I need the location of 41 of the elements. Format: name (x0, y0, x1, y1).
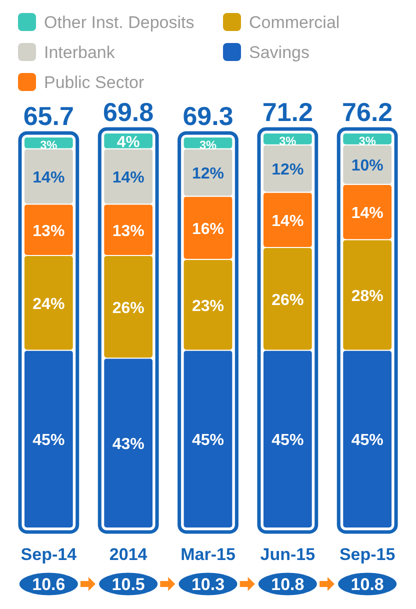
text: 65.7 (23, 100, 74, 131)
x-tick-label: Sep-15 (339, 545, 396, 564)
legend-label: Other Inst. Deposits (44, 13, 194, 32)
legend-label: Interbank (44, 43, 116, 62)
data-label: 14% (32, 169, 65, 186)
x-tick-label: Jun-15 (260, 545, 316, 564)
data-label: 14% (351, 205, 384, 222)
data-label: 45% (272, 432, 304, 450)
x-tick-label: Mar-15 (180, 545, 236, 564)
data-label: 45% (32, 432, 65, 450)
data-label: 26% (272, 292, 304, 309)
data-label: 12% (272, 162, 304, 179)
legend-label: Commercial (249, 13, 340, 32)
data-label: 45% (351, 432, 384, 450)
data-label: 10% (351, 158, 384, 175)
text: 10.5 (112, 575, 145, 594)
legend-label: Public Sector (44, 73, 144, 92)
x-tick-label: 2014 (109, 545, 148, 564)
text: 76.2 (342, 97, 393, 127)
legend-label: Savings (249, 43, 310, 62)
data-label: 28% (351, 288, 384, 305)
data-label: 13% (112, 222, 144, 240)
data-label: 43% (112, 436, 144, 454)
data-label: 24% (32, 296, 65, 313)
text: 69.8 (103, 97, 154, 127)
data-label: 12% (192, 166, 224, 182)
data-label: 26% (112, 300, 144, 317)
text: 71.2 (262, 97, 313, 127)
x-tick-label: Sep-14 (20, 545, 78, 564)
data-label: 16% (192, 220, 224, 238)
data-label: 45% (192, 432, 224, 450)
text: 10.6 (32, 575, 66, 594)
text: 10.8 (350, 575, 384, 594)
data-label: 14% (272, 212, 304, 230)
text: 69.3 (182, 100, 234, 131)
data-label: 4% (116, 134, 140, 151)
text: 10.3 (191, 575, 225, 594)
text: 10.8 (271, 575, 304, 594)
data-label: 23% (192, 298, 224, 315)
data-label: 14% (112, 169, 144, 186)
data-label: 13% (32, 222, 65, 240)
